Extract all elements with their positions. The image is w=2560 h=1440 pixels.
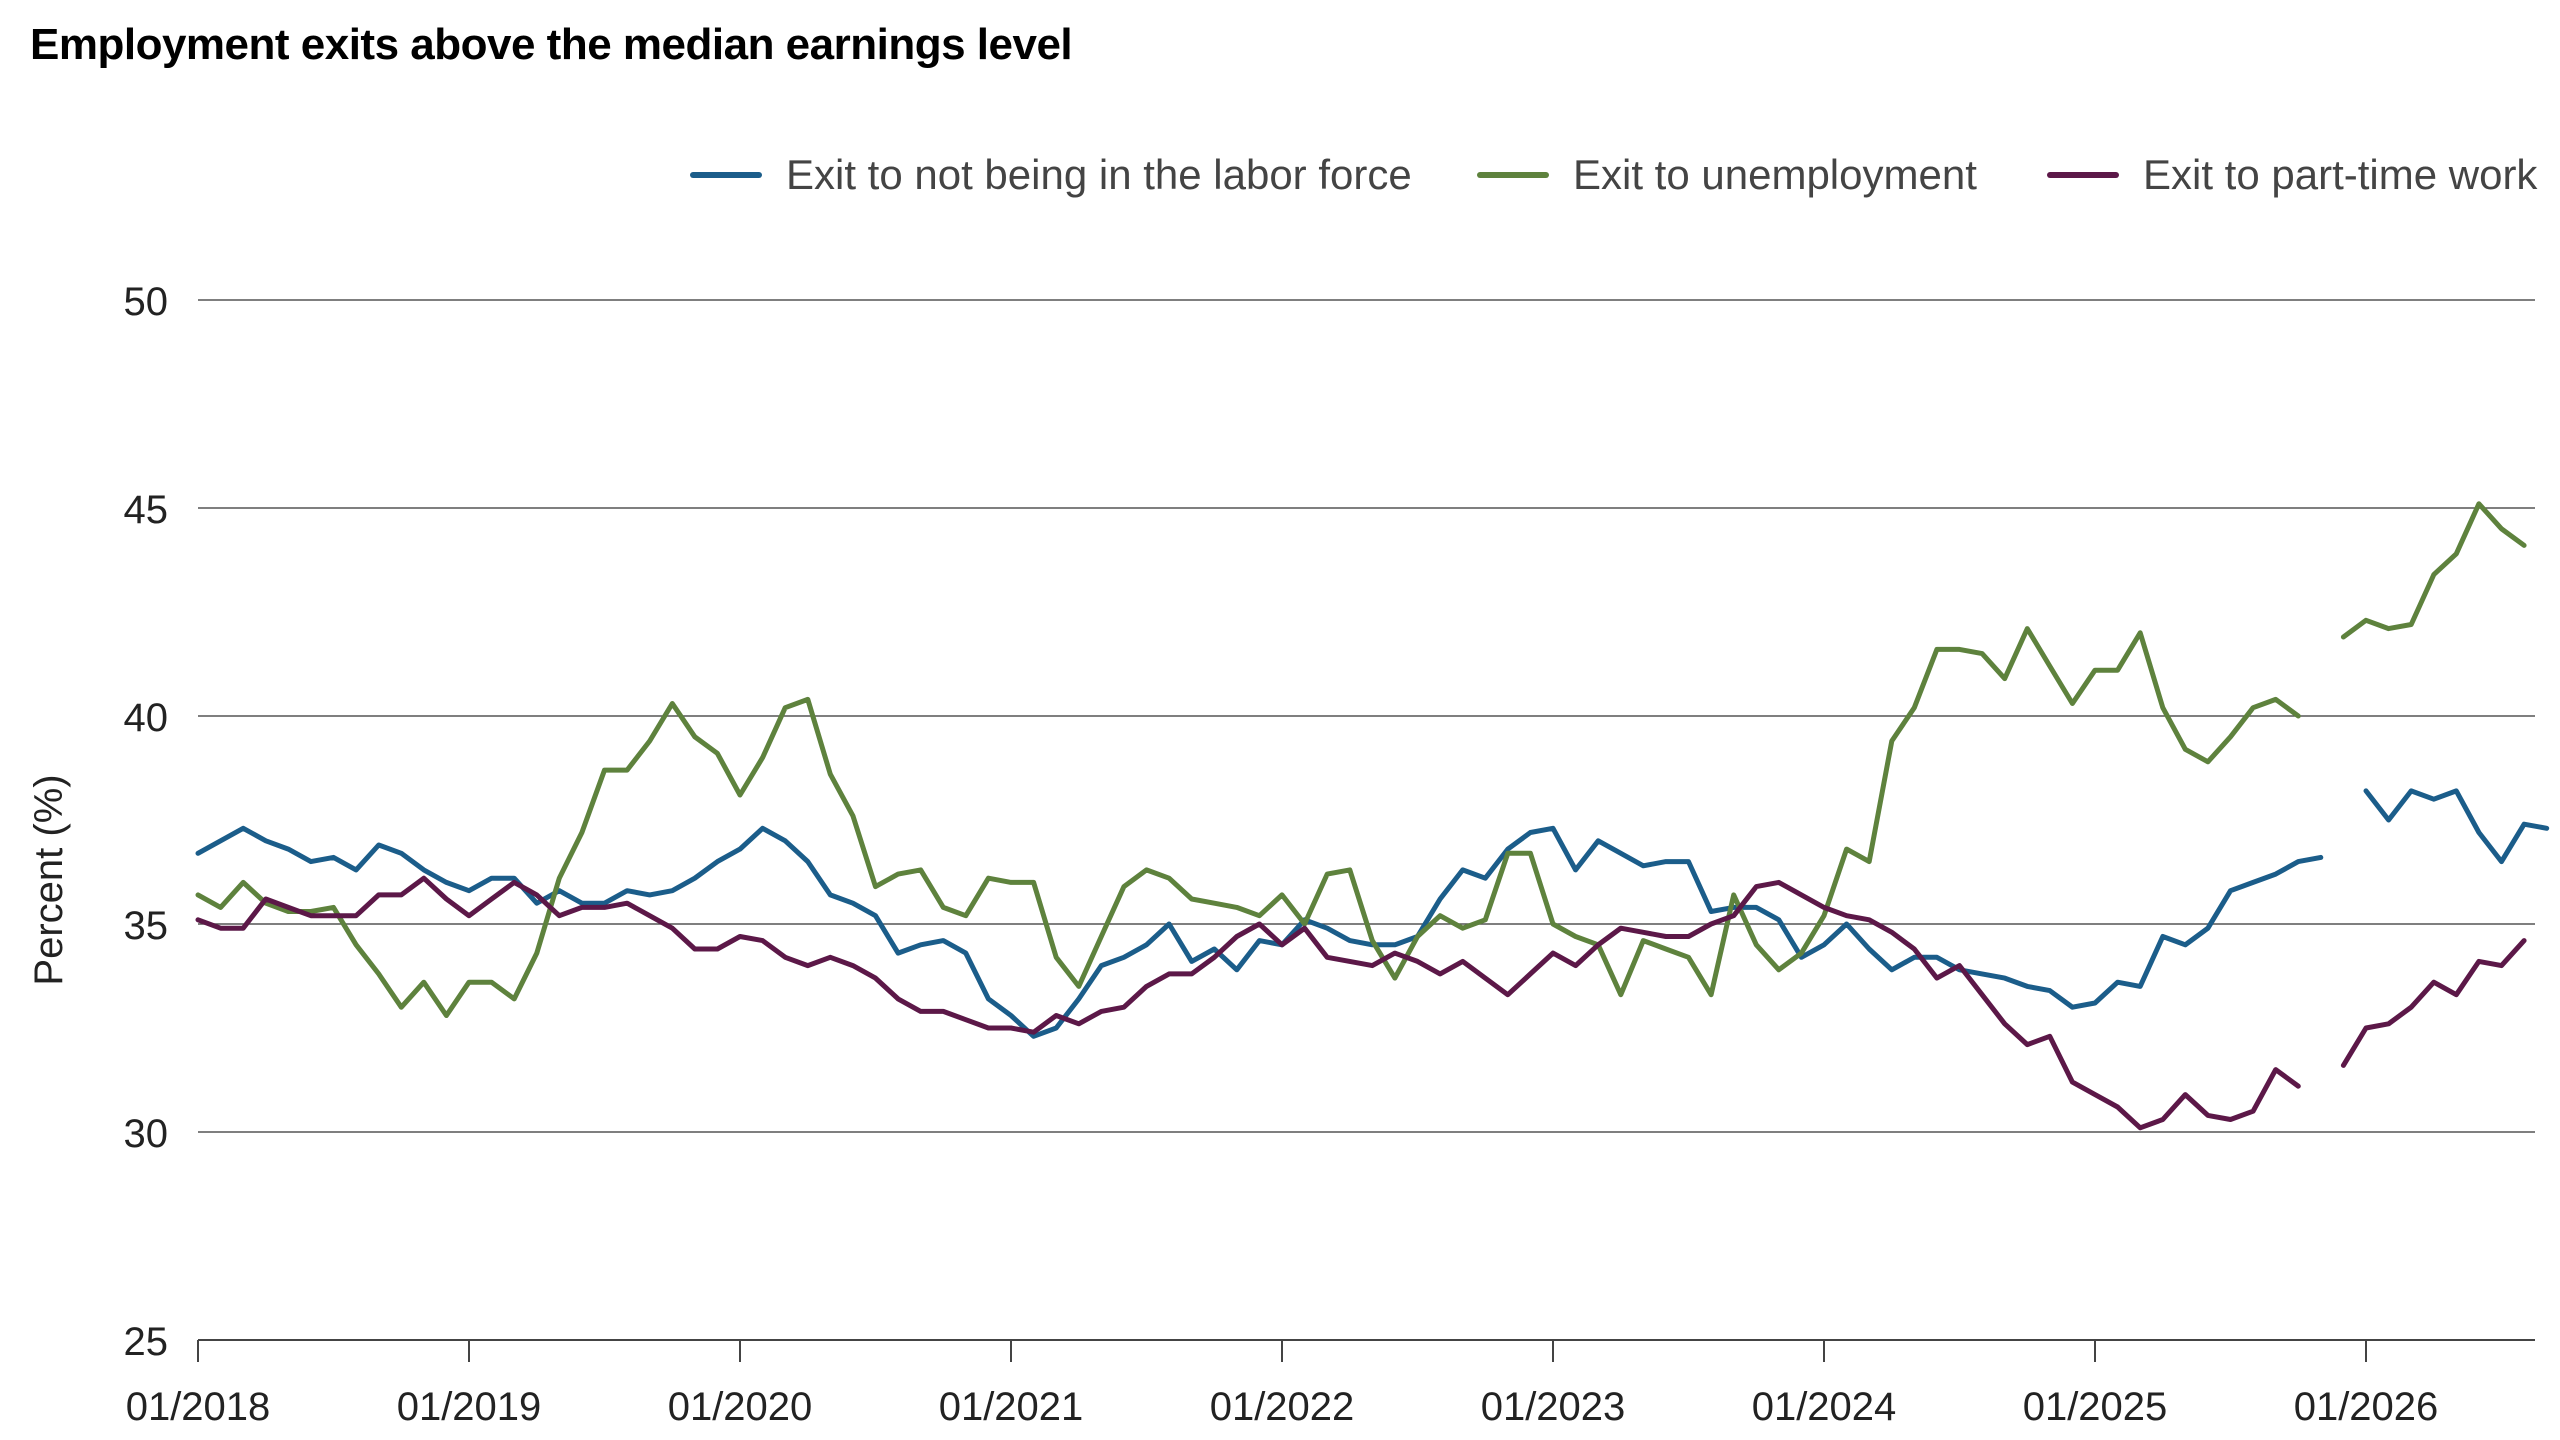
chart-title: Employment exits above the median earnin… xyxy=(30,20,1073,69)
x-tick-label-3: 01/2021 xyxy=(939,1385,1084,1429)
y-tick-label-30: 30 xyxy=(124,1112,169,1156)
legend-label-2: Exit to part-time work xyxy=(2143,151,2538,198)
legend-label-0: Exit to not being in the labor force xyxy=(786,151,1412,198)
x-tick-label-5: 01/2023 xyxy=(1481,1385,1626,1429)
series-unemployment-line-0 xyxy=(195,626,2301,1018)
x-tick-label-7: 01/2025 xyxy=(2023,1385,2168,1429)
series-part-time-line-1 xyxy=(2340,938,2527,1068)
x-tick-label-6: 01/2024 xyxy=(1752,1385,1897,1429)
y-tick-label-50: 50 xyxy=(124,280,169,324)
series-part-time-line-0 xyxy=(195,875,2301,1131)
x-tick-label-8: 01/2026 xyxy=(2294,1385,2439,1429)
y-tick-label-35: 35 xyxy=(124,904,169,948)
y-axis-label: Percent (%) xyxy=(27,774,71,985)
series-unemployment-line-1 xyxy=(2340,501,2527,640)
x-tick-label-0: 01/2018 xyxy=(126,1385,271,1429)
x-tick-label-1: 01/2019 xyxy=(397,1385,542,1429)
y-tick-label-45: 45 xyxy=(124,488,169,532)
y-tick-label-25: 25 xyxy=(124,1320,169,1364)
legend-label-1: Exit to unemployment xyxy=(1573,151,1977,198)
x-tick-label-2: 01/2020 xyxy=(668,1385,813,1429)
y-tick-label-40: 40 xyxy=(124,696,169,740)
series-labor-force-line-0 xyxy=(195,825,2324,1039)
x-tick-label-4: 01/2022 xyxy=(1210,1385,1355,1429)
series-labor-force-line-1 xyxy=(2363,788,2550,865)
